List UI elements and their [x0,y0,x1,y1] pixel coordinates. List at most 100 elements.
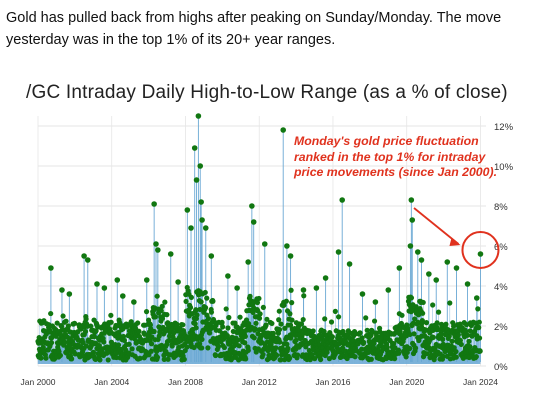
data-point [224,333,230,339]
y-tick-label: 2% [494,322,508,333]
data-point [88,323,94,329]
data-point [430,302,436,308]
data-point [294,352,301,358]
x-tick-label: Jan 2008 [168,377,203,387]
chart-title: /GC Intraday Daily High-to-Low Range (as… [26,82,508,103]
spike-point [175,279,181,285]
spike-point [414,249,421,255]
data-point [96,342,102,349]
data-point [114,350,120,356]
data-point [105,357,111,363]
spike-point [408,197,415,203]
data-point [207,330,213,336]
spike-point [444,259,451,265]
data-point [411,331,417,337]
data-point [324,349,330,355]
data-point [467,344,473,350]
data-point [62,339,68,345]
data-point [90,349,97,355]
spike-point [477,251,484,257]
data-point [162,299,168,305]
data-point [202,305,209,311]
data-point [364,327,370,333]
data-point [287,311,293,317]
data-point [299,331,306,337]
data-point [154,293,160,299]
data-point [287,322,294,328]
spike-point [245,259,251,265]
data-point [329,334,335,340]
data-point [287,355,293,361]
data-point [164,312,170,318]
data-point [361,339,367,346]
data-point [344,355,350,362]
spike-point [193,177,200,183]
data-point [158,308,164,314]
data-point [278,357,284,363]
data-point [197,341,203,347]
data-point [235,337,241,343]
data-point [212,352,219,359]
data-point [285,345,291,351]
spike-point [372,299,379,305]
spike-point [199,217,205,223]
data-point [404,349,410,356]
data-point [476,335,483,341]
data-point [115,342,122,348]
tick-layer: 0% 2% 4% 6% 8% 10% 12% Jan 2000 Jan 2004 Jan 2008… [21,122,514,387]
spike-point [198,199,204,205]
data-point [412,345,419,351]
data-point [281,302,287,308]
data-point [157,329,163,335]
data-point [326,356,333,362]
spike-point [120,293,126,299]
data-point [332,308,338,314]
data-point [463,328,469,334]
spike-point [339,197,345,203]
data-point [226,314,232,321]
data-point [83,316,89,322]
data-point [198,299,204,305]
x-tick-label: Jan 2020 [389,377,424,387]
data-point [391,340,397,347]
data-point [108,312,114,318]
spike-point [59,287,65,293]
x-tick-label: Jan 2016 [315,377,350,387]
data-point [415,320,421,326]
data-point [204,295,210,301]
data-point [193,307,199,313]
spike-point [287,253,294,259]
data-point [392,356,398,362]
data-point [269,320,275,327]
data-point [188,294,194,301]
data-point [208,309,215,315]
spike-point [313,285,320,291]
data-point [322,316,328,322]
data-point [288,287,294,293]
data-point [262,344,269,350]
data-point [282,325,288,331]
data-point [476,325,482,331]
data-point [197,306,203,313]
data-point [148,348,154,354]
data-point [407,331,413,338]
spike-point [407,243,414,249]
data-point [453,348,459,355]
chart-container: /GC Intraday Daily High-to-Low Range (as… [8,60,534,405]
data-point [408,295,415,301]
data-point [210,298,216,304]
data-point [453,354,459,360]
spike-point [433,277,440,283]
data-point [476,319,482,325]
data-point [300,316,306,323]
data-point [194,312,200,318]
data-point [220,324,226,330]
data-point [358,346,365,352]
data-point [129,346,135,352]
data-point [151,328,157,335]
data-point [423,327,429,333]
data-point [289,300,295,306]
data-point [440,353,446,359]
data-point [264,316,270,322]
spike-point [464,281,471,287]
